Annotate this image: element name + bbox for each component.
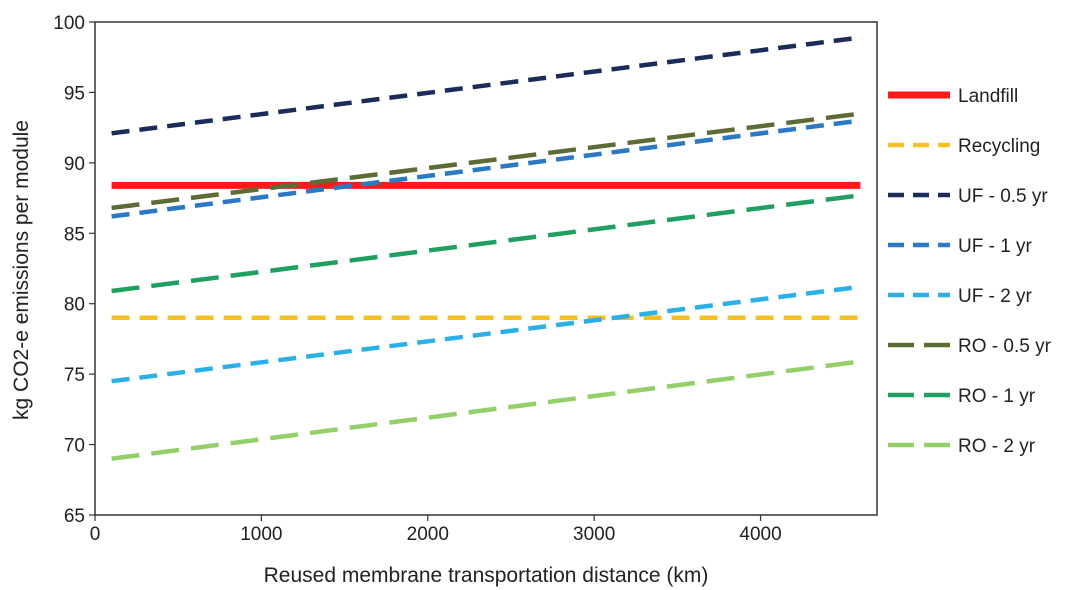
- series-line-5: [111, 284, 861, 384]
- series-line-3: [111, 35, 861, 136]
- y-tick-label: 80: [64, 295, 85, 316]
- y-tick-label: 85: [64, 224, 85, 245]
- y-axis-title: kg CO2-e emissions per module: [10, 120, 33, 420]
- legend-item-7: RO - 1 yr: [888, 386, 1036, 407]
- legend-item-2: Recycling: [888, 136, 1040, 157]
- x-tick-label: 3000: [573, 524, 615, 545]
- y-tick-label: 90: [64, 154, 85, 175]
- y-tick-label: 70: [64, 436, 85, 457]
- x-tick-label: 2000: [407, 524, 449, 545]
- series-line-6: [111, 111, 861, 211]
- legend-label: RO - 2 yr: [958, 436, 1036, 457]
- plot-area: [94, 21, 878, 516]
- series-layer: [111, 35, 861, 461]
- legend-item-3: UF - 0.5 yr: [888, 186, 1048, 207]
- legend-item-6: RO - 0.5 yr: [888, 336, 1052, 357]
- x-tick-label: 0: [90, 524, 101, 545]
- y-tick-label: 75: [64, 365, 85, 386]
- legend-item-1: Landfill: [888, 86, 1018, 107]
- legend-item-4: UF - 1 yr: [888, 236, 1033, 257]
- legend-label: UF - 0.5 yr: [958, 186, 1048, 207]
- series-line-8: [111, 359, 861, 461]
- x-axis-title: Reused membrane transportation distance …: [264, 564, 709, 587]
- legend: Landfill Recycling UF - 0.5 yr UF - 1 yr UF …: [888, 86, 1052, 457]
- legend-label: Recycling: [958, 136, 1040, 157]
- legend-item-5: UF - 2 yr: [888, 286, 1033, 307]
- series-line-4: [111, 118, 861, 219]
- y-tick-label: 65: [64, 506, 85, 527]
- legend-label: Landfill: [958, 86, 1018, 107]
- legend-label: UF - 1 yr: [958, 236, 1033, 257]
- legend-label: UF - 2 yr: [958, 286, 1033, 307]
- legend-label: RO - 0.5 yr: [958, 336, 1052, 357]
- x-tick-label: 4000: [739, 524, 781, 545]
- legend-item-8: RO - 2 yr: [888, 436, 1036, 457]
- legend-label: RO - 1 yr: [958, 386, 1036, 407]
- y-tick-label: 95: [64, 83, 85, 104]
- x-tick-label: 1000: [240, 524, 282, 545]
- y-tick-label: 100: [53, 13, 85, 34]
- series-line-7: [111, 193, 861, 294]
